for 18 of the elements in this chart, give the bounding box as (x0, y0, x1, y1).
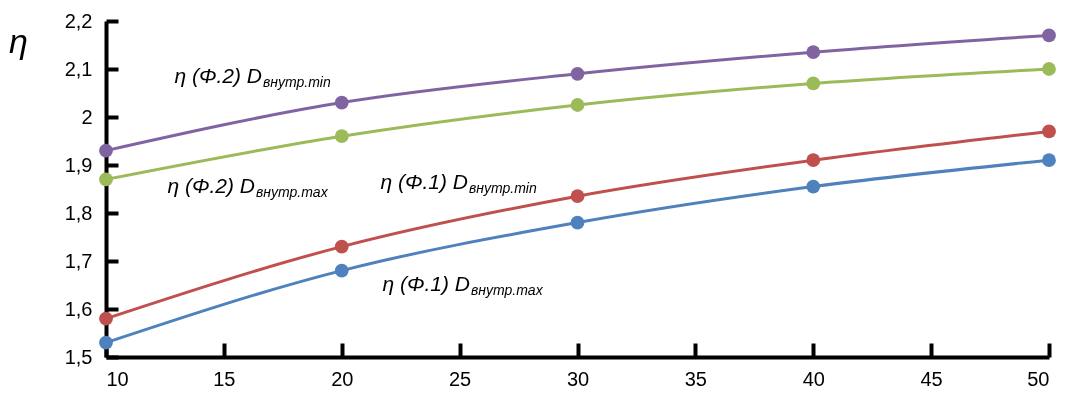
y-tick-label: 2,2 (64, 9, 93, 32)
y-tick-label: 1,9 (64, 153, 93, 176)
x-tick-label: 25 (449, 367, 472, 390)
x-tick-label: 45 (920, 367, 943, 390)
y-tick-label: 1,5 (64, 345, 93, 368)
x-tick-label: 15 (213, 367, 236, 390)
y-axis-title: η (9, 21, 28, 60)
y-tick-label: 1,8 (64, 201, 93, 224)
x-tick-label: 30 (566, 367, 590, 390)
y-tick-label: 1,6 (64, 297, 93, 320)
y-tick-label: 2 (81, 105, 93, 128)
x-tick-label: 35 (684, 367, 707, 390)
x-tick-label: 50 (1027, 367, 1050, 390)
x-tick-label: 10 (106, 367, 129, 390)
x-tick-label: 40 (802, 367, 825, 390)
y-tick-label: 1,7 (64, 249, 93, 272)
x-tick-label: 20 (331, 367, 354, 390)
y-tick-label: 2,1 (64, 57, 93, 80)
